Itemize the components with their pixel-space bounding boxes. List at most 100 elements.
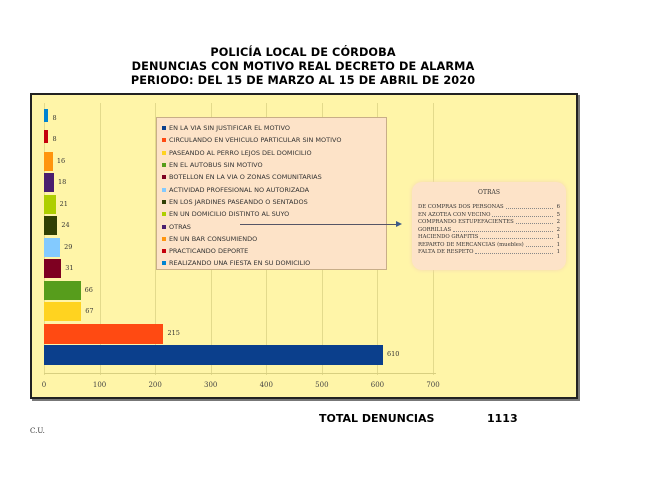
otras-row-value: 1 (556, 249, 560, 255)
x-tick-label: 300 (204, 381, 218, 389)
legend-swatch-icon (162, 224, 166, 229)
legend-label: PRACTICANDO DEPORTE (169, 247, 249, 256)
legend-item: PASEANDO AL PERRO LEJOS DEL DOMICILIO (162, 147, 382, 159)
legend-label: CIRCULANDO EN VEHICULO PARTICULAR SIN MO… (169, 136, 342, 145)
chart-frame: 0 100 200 300 400 500 600 700 610 215 67 66 31 29 24 2… (30, 93, 578, 399)
legend-label: REALIZANDO UNA FIESTA EN SU DOMICILIO (169, 259, 311, 268)
x-axis-line (44, 373, 436, 374)
legend-item: EN EL AUTOBUS SIN MOTIVO (162, 159, 382, 171)
legend-item: EN LA VIA SIN JUSTIFICAR EL MOTIVO (162, 122, 382, 134)
bar-value-label: 16 (56, 156, 66, 165)
otras-row-value: 5 (556, 211, 560, 218)
bar-value-label: 31 (65, 264, 74, 272)
otras-row-value: 1 (556, 241, 560, 248)
x-tick-label: 0 (41, 381, 47, 389)
bar (44, 194, 56, 214)
bar (44, 302, 82, 321)
otras-row-name: REPARTO DE MERCANCIAS (muebles) (418, 241, 524, 248)
x-tick-label: 100 (92, 381, 107, 389)
leader-dots (492, 212, 553, 217)
legend-swatch-icon (162, 199, 166, 204)
legend-item: EN LOS JARDINES PASEANDO O SENTADOS (162, 196, 382, 208)
legend-swatch-icon (162, 212, 166, 217)
otras-row-name: FALTA DE RESPETO (418, 249, 474, 255)
arrow-head-icon (396, 221, 402, 227)
legend-label: EN UN BAR CONSUMIENDO (169, 234, 258, 243)
bar (44, 151, 53, 171)
bar (44, 323, 164, 344)
otras-row-name: COMPRANDO ESTUPEFACIENTES (418, 219, 514, 225)
legend-item: PRACTICANDO DEPORTE (162, 245, 382, 257)
legend-label: PASEANDO AL PERRO LEJOS DEL DOMICILIO (169, 148, 312, 157)
bar (44, 216, 58, 235)
otras-row: GORRILLAS 2 (418, 227, 560, 235)
bar (44, 345, 383, 365)
otras-row: EN AZOTEA CON VECINO 5 (418, 212, 560, 220)
x-tick-label: 400 (259, 381, 273, 389)
total-value: 1113 (487, 412, 518, 425)
leader-dots (505, 204, 553, 209)
bar-value-label: 29 (64, 242, 73, 251)
otras-row: HACIENDO GRAFITIS 1 (418, 234, 560, 242)
otras-row-name: HACIENDO GRAFITIS (418, 234, 479, 240)
legend-item: CIRCULANDO EN VEHICULO PARTICULAR SIN MO… (162, 134, 382, 146)
title-line-3: PERIODO: DEL 15 DE MARZO AL 15 DE ABRIL … (130, 74, 476, 87)
leader-dots (480, 234, 553, 239)
leader-dots (453, 227, 553, 232)
legend-swatch-icon (162, 163, 166, 168)
otras-row: DE COMPRAS DOS PERSONAS 6 (418, 204, 560, 212)
legend-swatch-icon (162, 249, 166, 254)
otras-row-name: DE COMPRAS DOS PERSONAS (418, 204, 504, 210)
bar (44, 130, 49, 143)
bar-value-label: 8 (52, 113, 57, 122)
bar (44, 173, 54, 192)
bar-value-label: 610 (386, 350, 400, 358)
otras-row-value: 1 (556, 234, 560, 240)
bar (44, 259, 62, 278)
legend-label: EN LOS JARDINES PASEANDO O SENTADOS (169, 197, 308, 206)
legend-label: EN EL AUTOBUS SIN MOTIVO (169, 161, 263, 170)
bar-value-label: 18 (58, 178, 67, 186)
bar (44, 280, 81, 300)
legend-label: EN UN DOMICILIO DISTINTO AL SUYO (169, 210, 290, 219)
otras-title: OTRAS (478, 189, 500, 196)
legend-label: OTRAS (169, 222, 191, 231)
title-line-1: POLICÍA LOCAL DE CÓRDOBA (210, 46, 396, 59)
bar-value-label: 66 (84, 285, 93, 294)
gridline (155, 103, 157, 375)
legend-swatch-icon (162, 236, 166, 241)
otras-row-name: EN AZOTEA CON VECINO (418, 211, 491, 218)
legend-swatch-icon (162, 187, 166, 192)
bar-value-label: 215 (167, 328, 180, 337)
bar (44, 237, 61, 257)
leader-dots (515, 219, 553, 224)
gridline (99, 103, 101, 375)
otras-arrow-line (240, 224, 400, 225)
legend-item: BOTELLON EN LA VIA O ZONAS COMUNITARIAS (162, 171, 382, 183)
otras-row: FALTA DE RESPETO 1 (418, 249, 560, 257)
bar-value-label: 21 (59, 199, 68, 208)
bar (44, 108, 49, 122)
otras-row: REPARTO DE MERCANCIAS (muebles) 1 (418, 242, 560, 250)
legend-item: EN UN DOMICILIO DISTINTO AL SUYO (162, 208, 382, 220)
legend-item: EN UN BAR CONSUMIENDO (162, 233, 382, 245)
x-tick-label: 700 (426, 381, 440, 389)
legend-item: REALIZANDO UNA FIESTA EN SU DOMICILIO (162, 257, 382, 269)
bar-value-label: 24 (61, 221, 70, 229)
legend: EN LA VIA SIN JUSTIFICAR EL MOTIVO CIRCUL… (156, 117, 387, 270)
otras-breakdown-box: OTRAS DE COMPRAS DOS PERSONAS 6 EN AZOTEA … (412, 182, 566, 270)
leader-dots (525, 242, 553, 247)
otras-row-value: 2 (556, 226, 560, 233)
legend-swatch-icon (162, 261, 166, 266)
otras-rows: DE COMPRAS DOS PERSONAS 6 EN AZOTEA CON VE… (418, 204, 560, 257)
bar-value-label: 67 (85, 307, 94, 315)
legend-swatch-icon (162, 138, 166, 143)
legend-item: ACTIVIDAD PROFESIONAL NO AUTORIZADA (162, 183, 382, 195)
legend-swatch-icon (162, 175, 166, 180)
author-initials: C.U. (30, 427, 45, 435)
bar-value-label: 8 (52, 135, 57, 143)
legend-label: EN LA VIA SIN JUSTIFICAR EL MOTIVO (169, 124, 290, 133)
x-tick-label: 600 (370, 381, 385, 389)
legend-label: BOTELLON EN LA VIA O ZONAS COMUNITARIAS (169, 173, 322, 182)
otras-row-value: 2 (556, 219, 560, 225)
